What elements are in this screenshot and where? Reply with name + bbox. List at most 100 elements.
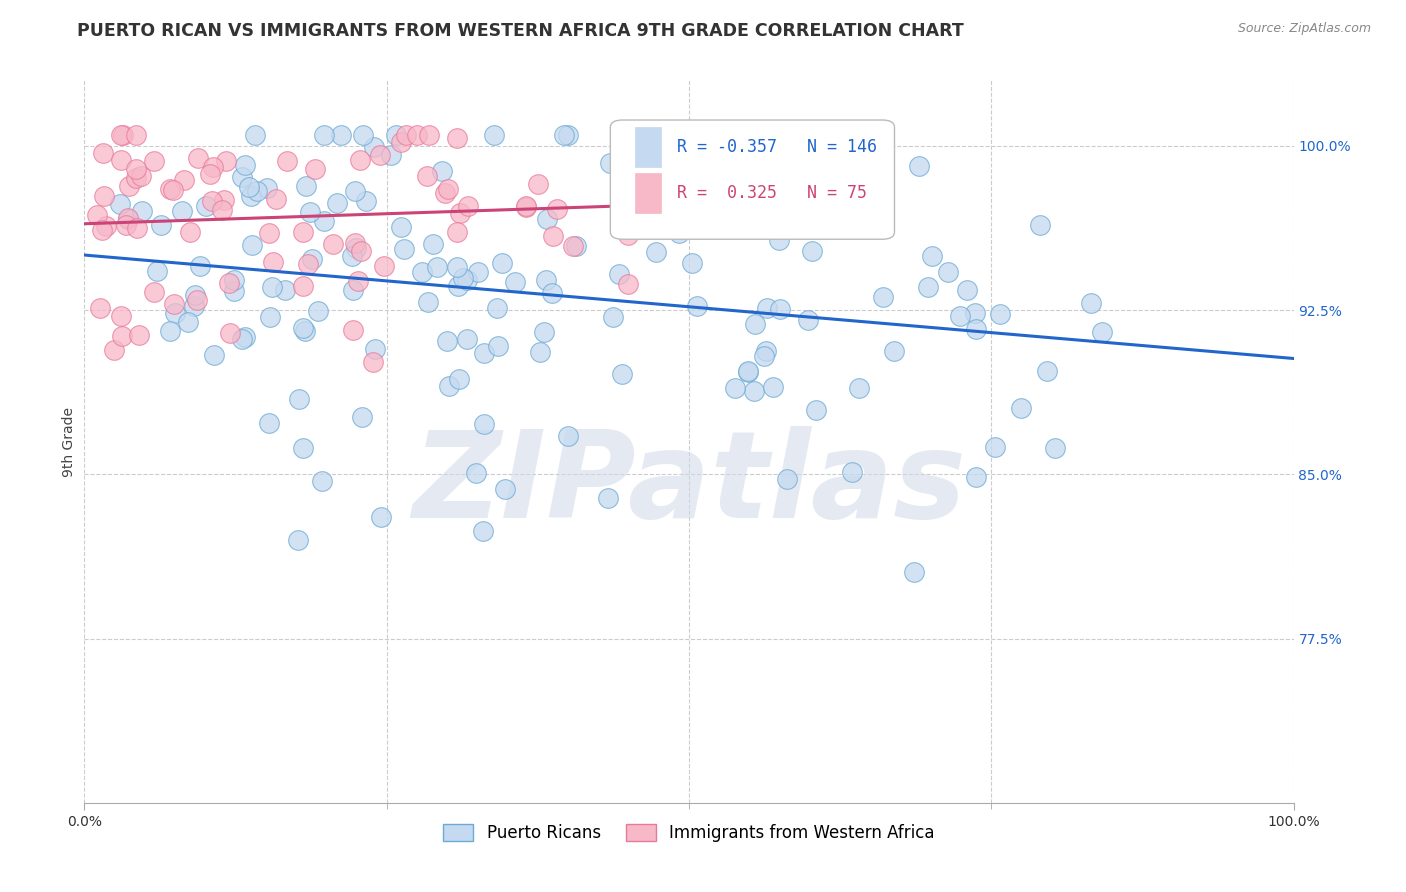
Point bbox=[446, 260, 468, 275]
Point bbox=[343, 184, 366, 198]
Point bbox=[724, 381, 747, 395]
Point bbox=[482, 128, 505, 142]
Point bbox=[956, 283, 979, 297]
Point bbox=[125, 221, 148, 235]
Point bbox=[860, 139, 883, 153]
Point bbox=[231, 169, 253, 184]
Text: PUERTO RICAN VS IMMIGRANTS FROM WESTERN AFRICA 9TH GRADE CORRELATION CHART: PUERTO RICAN VS IMMIGRANTS FROM WESTERN … bbox=[77, 22, 965, 40]
Point bbox=[848, 381, 870, 395]
Point bbox=[117, 211, 139, 226]
Point bbox=[110, 153, 132, 167]
Point bbox=[142, 154, 165, 169]
Point bbox=[988, 307, 1011, 321]
Point bbox=[184, 288, 207, 302]
Text: ZIPatlas: ZIPatlas bbox=[412, 426, 966, 543]
Point bbox=[240, 238, 263, 252]
Point bbox=[86, 209, 108, 223]
Point bbox=[616, 128, 638, 142]
Point bbox=[425, 260, 447, 275]
Point bbox=[356, 194, 378, 208]
Point bbox=[533, 325, 555, 339]
Point bbox=[218, 276, 240, 290]
Point bbox=[612, 368, 634, 382]
Point bbox=[457, 199, 479, 213]
Point bbox=[114, 218, 136, 232]
Point bbox=[389, 135, 412, 149]
Legend: Puerto Ricans, Immigrants from Western Africa: Puerto Ricans, Immigrants from Western A… bbox=[437, 817, 941, 848]
Point bbox=[883, 343, 905, 358]
Point bbox=[350, 409, 373, 424]
Point bbox=[344, 241, 367, 255]
Point bbox=[159, 324, 181, 338]
Point bbox=[163, 297, 186, 311]
Point bbox=[202, 348, 225, 362]
Point bbox=[416, 169, 439, 184]
Point bbox=[384, 128, 406, 142]
Point bbox=[301, 252, 323, 266]
Point bbox=[515, 199, 537, 213]
Point bbox=[755, 344, 778, 359]
Point bbox=[326, 195, 349, 210]
Point bbox=[668, 128, 690, 142]
Point bbox=[239, 188, 262, 202]
Point bbox=[756, 301, 779, 315]
Point bbox=[472, 417, 495, 431]
Point bbox=[486, 339, 509, 353]
Point bbox=[465, 466, 488, 480]
Point bbox=[451, 270, 474, 285]
Point bbox=[215, 153, 238, 168]
Point bbox=[936, 265, 959, 279]
Point bbox=[742, 384, 765, 399]
Point bbox=[965, 470, 987, 484]
Point bbox=[491, 256, 513, 270]
Point bbox=[110, 310, 132, 324]
Point bbox=[343, 235, 366, 250]
Point bbox=[342, 249, 364, 263]
Point bbox=[903, 565, 925, 579]
Point bbox=[291, 279, 314, 293]
Point bbox=[260, 280, 283, 294]
Point bbox=[965, 306, 987, 320]
Point bbox=[128, 327, 150, 342]
Point bbox=[797, 313, 820, 327]
Point bbox=[467, 265, 489, 279]
Point bbox=[291, 321, 314, 335]
Point bbox=[449, 371, 471, 385]
Point bbox=[90, 223, 112, 237]
Point bbox=[557, 429, 579, 443]
Point bbox=[131, 169, 153, 184]
Point bbox=[162, 183, 184, 197]
Point bbox=[173, 173, 195, 187]
Point bbox=[392, 242, 415, 256]
Point bbox=[422, 237, 444, 252]
Point bbox=[529, 345, 551, 359]
Point bbox=[163, 306, 186, 320]
Point bbox=[1028, 218, 1050, 232]
Point bbox=[446, 131, 468, 145]
Point bbox=[505, 275, 527, 289]
Point bbox=[201, 194, 224, 208]
Point bbox=[150, 219, 173, 233]
Point bbox=[145, 264, 167, 278]
Point bbox=[596, 491, 619, 506]
Point bbox=[921, 249, 943, 263]
Point bbox=[456, 273, 478, 287]
Point bbox=[329, 128, 352, 142]
Point bbox=[494, 482, 516, 496]
Point bbox=[485, 301, 508, 316]
Point bbox=[599, 156, 621, 170]
Point bbox=[307, 303, 329, 318]
Point bbox=[103, 343, 125, 358]
Point bbox=[472, 346, 495, 360]
Point bbox=[446, 225, 468, 239]
Point bbox=[1043, 442, 1066, 456]
Point bbox=[389, 219, 412, 234]
Point bbox=[737, 364, 759, 378]
Point bbox=[984, 440, 1007, 454]
Point bbox=[1080, 296, 1102, 310]
Point bbox=[418, 128, 440, 142]
Point bbox=[644, 207, 666, 221]
Point bbox=[536, 212, 558, 227]
Point bbox=[602, 310, 624, 324]
Point bbox=[246, 185, 269, 199]
